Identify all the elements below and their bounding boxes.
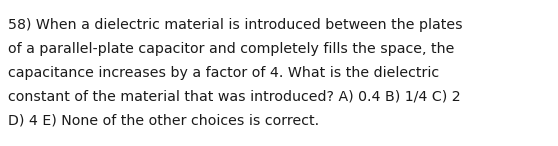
Text: of a parallel-plate capacitor and completely fills the space, the: of a parallel-plate capacitor and comple… <box>8 42 454 56</box>
Text: 58) When a dielectric material is introduced between the plates: 58) When a dielectric material is introd… <box>8 18 463 32</box>
Text: constant of the material that was introduced? A) 0.4 B) 1/4 C) 2: constant of the material that was introd… <box>8 90 460 104</box>
Text: D) 4 E) None of the other choices is correct.: D) 4 E) None of the other choices is cor… <box>8 114 319 128</box>
Text: capacitance increases by a factor of 4. What is the dielectric: capacitance increases by a factor of 4. … <box>8 66 439 80</box>
